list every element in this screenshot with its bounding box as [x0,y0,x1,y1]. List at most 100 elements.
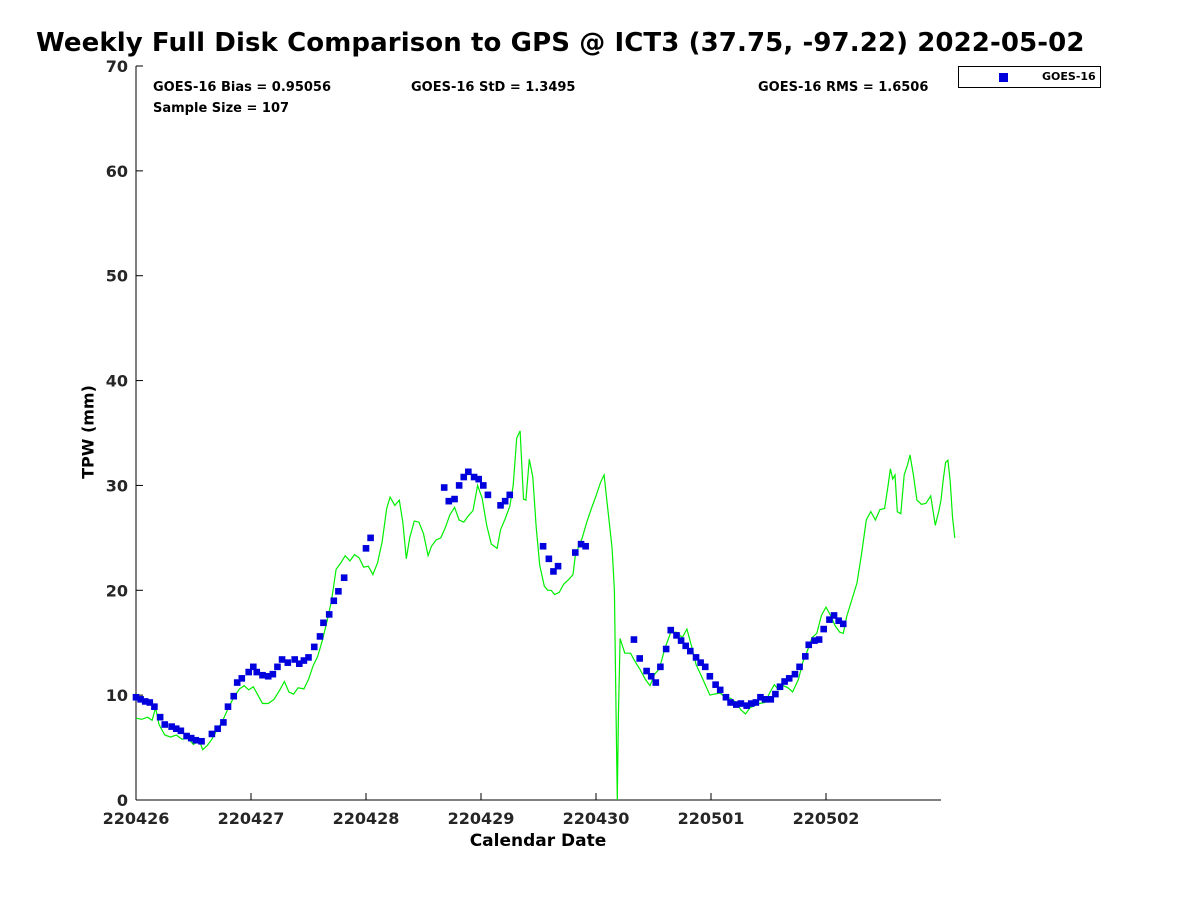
goes16-data-point [682,642,689,650]
gps-line [135,430,956,801]
goes16-data-point [820,625,827,633]
goes16-data-point [300,657,308,664]
goes16-data-point [727,699,734,706]
goes16-data-point [826,616,833,623]
axes: 0 10 20 30 40 50 60 70 220426 220427 220428 220429 2… [103,57,941,828]
goes16-data-point [657,663,664,671]
y-tick-label: 10 [106,686,128,705]
goes16-data-point [141,698,149,705]
y-tick-label: 50 [106,267,128,286]
gps-line-series [135,430,956,801]
goes16-data-point [781,678,788,685]
goes16-data-point [177,727,185,735]
goes16-data-point [151,703,158,710]
goes16-data-point [706,672,714,680]
goes16-data-point [761,696,769,703]
goes16-data-point [673,632,680,639]
goes16-data-point [802,653,809,660]
goes16-data-point [137,696,144,703]
goes16-data-point [652,679,660,686]
goes16-data-point [465,468,472,476]
goes16-data-point [805,641,813,649]
goes16-data-point [839,620,847,628]
legend-marker-icon [999,73,1008,82]
x-tick-label: 220427 [218,809,285,828]
goes16-data-point [470,473,478,481]
goes16-data-point [305,654,312,661]
bias-stat: GOES-16 Bias = 0.95056 [153,80,332,95]
goes16-data-point [545,555,553,563]
y-tick-label: 0 [117,791,128,810]
goes16-data-point [701,663,709,671]
goes16-data-point [187,734,195,742]
goes16-data-point [480,482,487,489]
goes16-data-point [475,475,482,483]
goes16-data-point [636,655,643,662]
goes16-data-point [455,482,463,489]
goes16-data-point [772,690,779,698]
goes16-data-point [445,497,453,505]
goes16-data-point [440,484,448,491]
goes16-data-point [238,675,246,682]
y-axis-label: TPW (mm) [78,385,98,479]
goes16-data-point [752,699,760,706]
goes16-data-point [274,663,281,671]
goes16-data-point [460,473,468,481]
goes16-data-point [767,696,775,703]
goes16-data-point [325,611,333,618]
goes16-data-point [224,703,232,710]
goes16-data-point [743,702,750,709]
goes16-data-point [733,701,740,708]
goes16-data-point [572,549,579,556]
legend-label: GOES-16 [1042,70,1096,83]
std-stat: GOES-16 StD = 1.3495 [411,80,576,95]
goes16-data-point [320,619,327,627]
y-tick-label: 20 [106,581,128,600]
x-tick-label: 220426 [103,809,170,828]
goes16-data-point [146,699,154,706]
goes16-data-point [662,645,670,653]
goes16-data-point [291,656,298,663]
goes16-data-point [497,502,504,509]
goes16-data-point [554,562,562,570]
goes16-data-point [677,637,685,644]
goes16-data-point [785,675,793,682]
goes16-data-point [335,588,342,595]
goes16-data-point [815,636,823,643]
goes16-data-point [796,663,803,671]
goes16-data-point [172,725,180,732]
goes16-data-point [367,534,374,542]
goes16-data-point [161,721,169,728]
goes16-data-point [577,540,585,548]
y-tick-label: 70 [106,57,128,76]
goes16-data-point [687,647,694,655]
goes16-data-point [316,633,324,640]
goes16-data-point [250,663,257,671]
goes16-data-point [830,612,838,619]
chart-title: Weekly Full Disk Comparison to GPS @ ICT… [36,28,1085,58]
rms-stat: GOES-16 RMS = 1.6506 [758,80,929,95]
goes16-data-point [643,667,650,675]
goes16-data-point [811,637,818,644]
goes16-data-point [697,659,704,666]
goes16-data-point [362,545,370,552]
goes16-data-point [630,636,638,643]
sample-size-stat: Sample Size = 107 [153,101,290,116]
goes16-data-point [791,670,799,678]
goes16-data-point [192,736,200,744]
goes16-data-point [451,495,458,503]
goes16-data-point [233,679,241,686]
legend: GOES-16 [958,66,1101,88]
goes16-data-point [284,659,292,666]
goes16-data-point [269,670,277,678]
goes16-data-point [582,542,589,550]
goes16-data-point [220,719,227,726]
goes16-data-point [712,681,719,688]
goes16-data-point [253,668,261,676]
goes16-data-point [776,683,784,691]
x-axis-label: Calendar Date [469,831,607,851]
goes16-data-point [310,643,318,651]
y-tick-label: 30 [106,476,128,495]
goes16-data-point [340,574,348,582]
